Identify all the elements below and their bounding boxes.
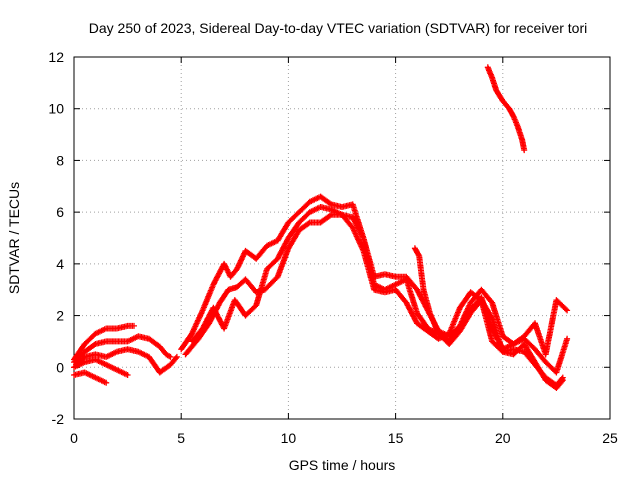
x-tick-label: 25 [602, 430, 618, 446]
series-arc5 [71, 369, 110, 386]
plot-frame [73, 56, 611, 420]
data-point-markers [411, 245, 566, 391]
y-tick-label: 12 [48, 49, 64, 65]
y-tick-label: 4 [56, 256, 64, 272]
y-tick-label: 8 [56, 152, 64, 168]
axis-ticks: 0 5 10 15 20 25 -2 0 2 4 6 8 10 12 [48, 49, 618, 446]
data-point-markers [71, 356, 131, 378]
data-points [71, 64, 571, 391]
y-tick-label: -2 [52, 411, 65, 427]
chart-title: Day 250 of 2023, Sidereal Day-to-day VTE… [89, 20, 588, 36]
series-arc9 [411, 245, 566, 391]
y-tick-label: 2 [56, 308, 64, 324]
series-arc8 [188, 204, 566, 389]
x-tick-label: 0 [70, 430, 78, 446]
x-axis-label: GPS time / hours [289, 457, 396, 473]
y-tick-label: 10 [48, 101, 64, 117]
x-tick-label: 5 [177, 430, 185, 446]
x-tick-label: 10 [281, 430, 297, 446]
y-axis-label: SDTVAR / TECUs [6, 182, 22, 294]
series-arc10 [484, 64, 528, 154]
series-arc2 [71, 333, 174, 366]
y-tick-label: 6 [56, 204, 64, 220]
data-point-markers [71, 333, 174, 366]
y-tick-label: 0 [56, 359, 64, 375]
data-point-markers [484, 64, 528, 154]
x-tick-label: 20 [495, 430, 511, 446]
series-arc4 [71, 356, 131, 378]
x-tick-label: 15 [388, 430, 404, 446]
data-point-markers [71, 369, 110, 386]
data-point-markers [188, 204, 566, 389]
